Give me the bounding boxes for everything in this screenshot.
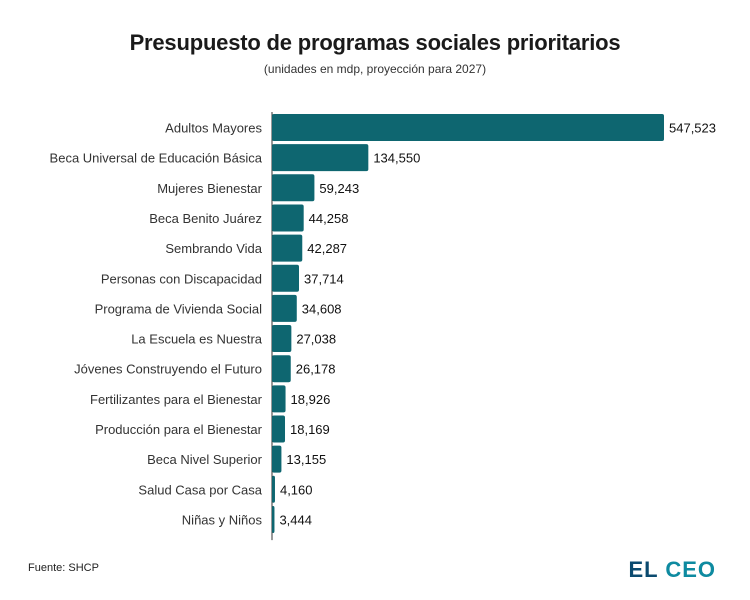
bar — [272, 445, 282, 473]
logo-word-el: EL — [628, 557, 659, 582]
bar — [272, 325, 292, 353]
category-label: Niñas y Niños — [182, 512, 263, 527]
bar — [272, 294, 297, 322]
category-label: Programa de Vivienda Social — [95, 301, 263, 316]
brand-logo: EL CEO — [628, 557, 716, 583]
logo-word-ceo: CEO — [665, 557, 716, 582]
bar — [272, 114, 664, 141]
bar — [272, 475, 275, 503]
value-label: 27,038 — [296, 332, 336, 347]
bar — [272, 144, 369, 172]
value-label: 37,714 — [304, 271, 344, 286]
value-label: 42,287 — [307, 241, 347, 256]
bar — [272, 385, 286, 413]
category-label: Adultos Mayores — [165, 121, 262, 136]
category-label: Beca Nivel Superior — [147, 452, 263, 467]
value-label: 34,608 — [302, 301, 342, 316]
bar — [272, 234, 303, 262]
value-label: 26,178 — [296, 362, 336, 377]
bar — [272, 174, 315, 202]
category-label: Producción para el Bienestar — [95, 422, 263, 437]
category-label: Beca Benito Juárez — [149, 211, 262, 226]
value-label: 13,155 — [286, 452, 326, 467]
source-note: Fuente: SHCP — [28, 562, 99, 574]
value-label: 547,523 — [669, 121, 716, 136]
category-label: Salud Casa por Casa — [138, 482, 262, 497]
value-label: 18,169 — [290, 422, 330, 437]
bar — [272, 355, 291, 383]
category-label: La Escuela es Nuestra — [131, 332, 263, 347]
category-label: Mujeres Bienestar — [157, 181, 262, 196]
value-label: 18,926 — [291, 392, 331, 407]
category-label: Personas con Discapacidad — [101, 271, 262, 286]
bar — [272, 264, 300, 292]
bar — [272, 505, 275, 533]
value-label: 44,258 — [309, 211, 349, 226]
category-label: Jóvenes Construyendo el Futuro — [74, 362, 262, 377]
chart-subtitle: (unidades en mdp, proyección para 2027) — [263, 62, 487, 76]
chart-title: Presupuesto de programas sociales priori… — [129, 30, 621, 55]
category-label: Fertilizantes para el Bienestar — [90, 392, 263, 407]
value-label: 3,444 — [279, 512, 312, 527]
category-label: Beca Universal de Educación Básica — [50, 151, 263, 166]
category-label: Sembrando Vida — [165, 241, 262, 256]
value-label: 4,160 — [280, 482, 313, 497]
bar — [272, 204, 304, 232]
bar — [272, 415, 286, 443]
value-label: 59,243 — [319, 181, 359, 196]
value-label: 134,550 — [373, 151, 420, 166]
